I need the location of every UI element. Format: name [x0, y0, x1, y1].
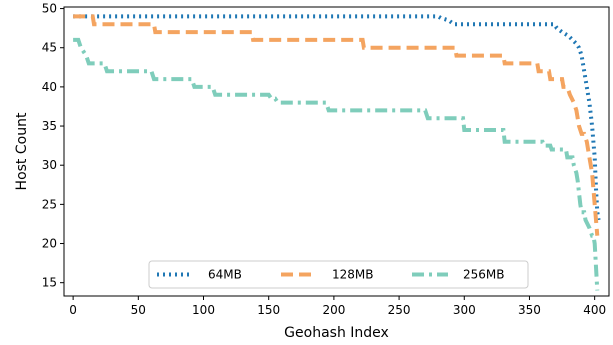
y-tick-label: 35: [42, 119, 57, 133]
x-tick-label: 200: [322, 303, 345, 317]
y-tick-label: 45: [42, 41, 57, 55]
series-line-64mb: [73, 14, 601, 221]
x-tick-label: 400: [583, 303, 606, 317]
plot-frame: [63, 6, 610, 297]
y-tick-label: 40: [42, 80, 57, 94]
y-axis-label: Host Count: [14, 112, 30, 190]
series-lines: [73, 14, 601, 291]
x-tick-label: 350: [518, 303, 541, 317]
axis-ticks: 0 50 100 150 200 250 300 350 400 15 20 25 30 35 40 45 50: [42, 2, 606, 317]
y-tick-label: 25: [42, 197, 57, 211]
x-axis-label: Geohash Index: [284, 325, 389, 341]
legend-label: 64MB: [208, 268, 242, 282]
x-tick-label: 150: [257, 303, 280, 317]
x-tick-label: 300: [453, 303, 476, 317]
x-tick-label: 0: [69, 303, 77, 317]
series-line-256mb: [73, 37, 600, 291]
legend-label: 256MB: [463, 268, 505, 282]
plot-background: [64, 7, 609, 296]
y-tick-label: 20: [42, 237, 57, 251]
y-tick-label: 15: [42, 276, 57, 290]
legend-label: 128MB: [332, 268, 374, 282]
x-tick-label: 50: [131, 303, 146, 317]
y-tick-label: 50: [42, 2, 57, 16]
legend-box: [148, 260, 529, 289]
legend: 64MB 128MB 256MB: [148, 260, 529, 289]
x-tick-label: 100: [192, 303, 215, 317]
y-tick-label: 30: [42, 158, 57, 172]
series-line-128mb: [73, 14, 600, 236]
x-tick-label: 250: [388, 303, 411, 317]
